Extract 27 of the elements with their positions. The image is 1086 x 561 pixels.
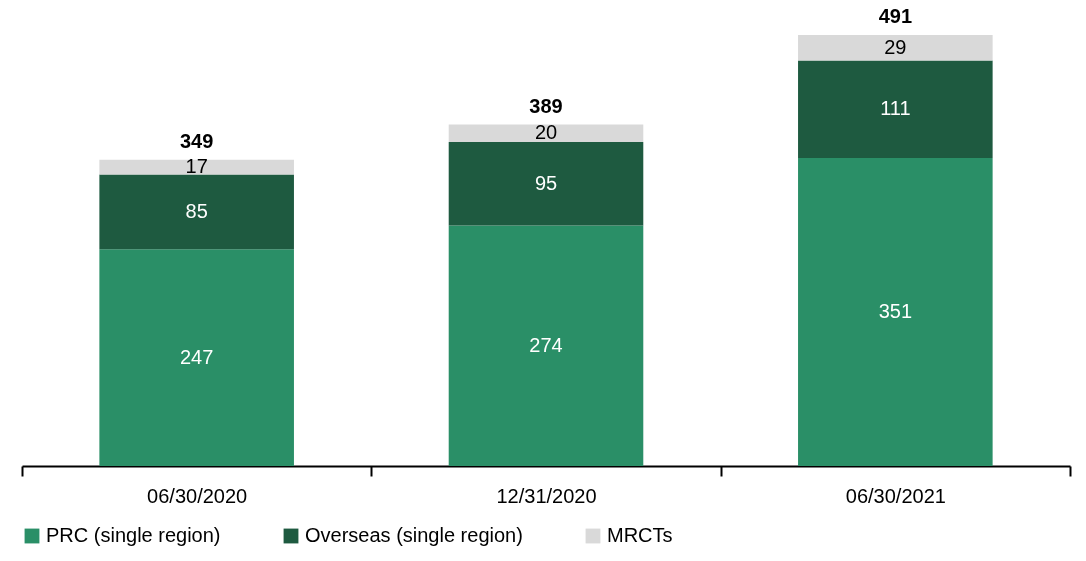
data-label: 247	[179, 345, 214, 368]
bar	[798, 157, 993, 466]
legend-label: Overseas (single region)	[305, 524, 523, 546]
bar	[448, 142, 644, 226]
bar	[448, 225, 644, 466]
x-tick-label: 06/30/2021	[845, 484, 946, 507]
total-label: 349	[179, 129, 214, 152]
bar	[448, 124, 644, 143]
total-label: 491	[878, 5, 913, 27]
data-label: 274	[529, 333, 563, 356]
data-label: 111	[880, 97, 911, 120]
total-label: 389	[529, 94, 563, 117]
bar	[99, 174, 294, 250]
data-label: 85	[185, 199, 208, 222]
data-label: 351	[878, 299, 913, 322]
data-label: 20	[534, 121, 558, 144]
x-tick-label: 12/31/2020	[496, 484, 597, 507]
legend-label: MRCTs	[607, 524, 673, 546]
data-label: 95	[534, 171, 558, 194]
data-label: 17	[185, 155, 208, 178]
data-label: 29	[884, 35, 907, 58]
legend-label: PRC (single region)	[46, 524, 221, 546]
bar	[798, 60, 993, 158]
x-tick-label: 06/30/2020	[147, 484, 248, 507]
bar	[798, 35, 993, 61]
bar	[99, 249, 294, 466]
bar	[99, 159, 294, 175]
